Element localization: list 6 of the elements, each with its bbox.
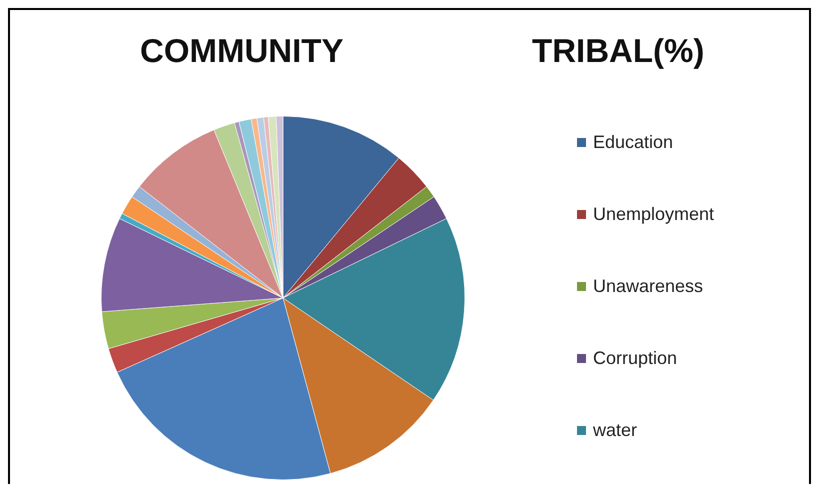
legend-label: Education xyxy=(593,132,674,152)
legend-label: Unawareness xyxy=(593,276,704,296)
legend-label: Corruption xyxy=(593,348,678,368)
chart-title: COMMUNITY TRIBAL(%) xyxy=(140,32,704,70)
legend-label: water xyxy=(593,420,638,440)
legend-label: Unemployment xyxy=(593,204,714,224)
